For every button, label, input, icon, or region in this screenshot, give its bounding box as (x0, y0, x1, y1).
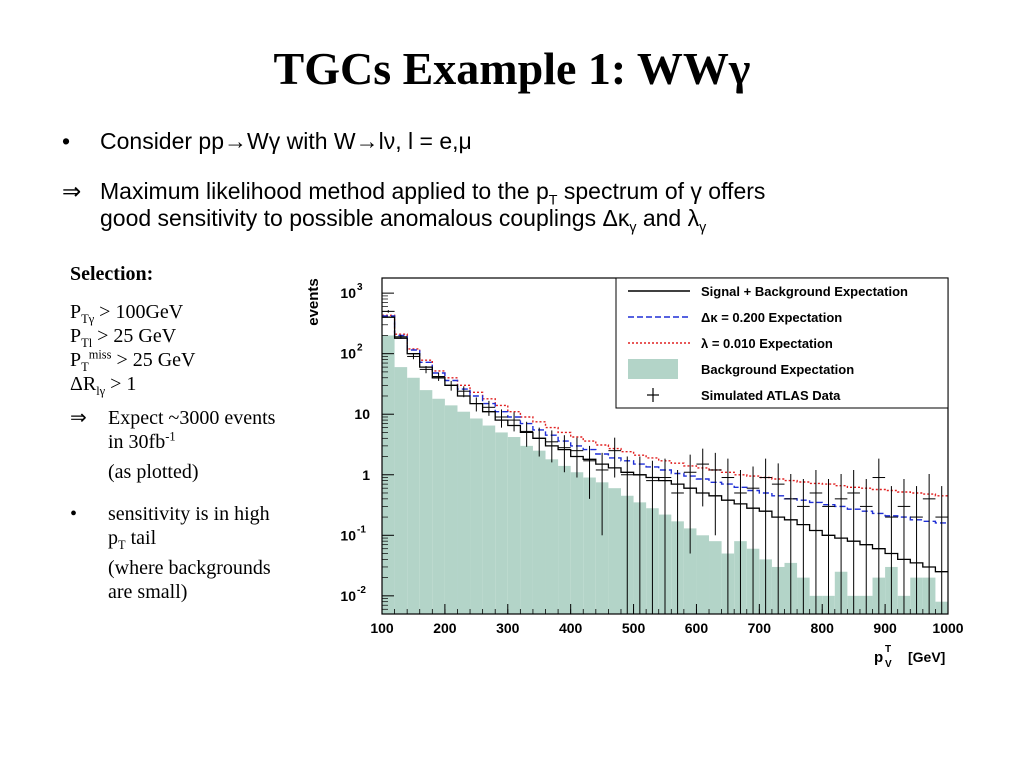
y-tick-label: 10 (354, 406, 370, 422)
x-axis-unit: [GeV] (908, 649, 945, 665)
backgrounds-note: (where backgrounds are small) (108, 557, 271, 603)
sensitivity-bullet: • sensitivity is in high pT tail (70, 503, 270, 552)
x-tick-label: 300 (496, 620, 520, 636)
x-tick-label: 200 (433, 620, 457, 636)
cut-pt-gamma: PTγ > 100GeV (70, 301, 184, 326)
background-bar (482, 425, 496, 614)
y-tick-label: 10 (340, 588, 356, 604)
x-axis-label-sup: T (885, 644, 891, 655)
background-bar (595, 482, 609, 614)
bullet-text: Consider pp→Wγ with W→lν, l = e,μ (100, 128, 472, 154)
legend-label: Simulated ATLAS Data (701, 388, 841, 403)
bullet-marker: • (62, 128, 71, 154)
y-tick-label: 10 (340, 285, 356, 301)
legend-label: Background Expectation (701, 362, 854, 377)
background-bar (495, 432, 508, 614)
cut-pt-miss: PTmiss > 25 GeV (70, 347, 196, 374)
y-tick-label: 10 (340, 346, 356, 362)
x-tick-label: 700 (748, 620, 772, 636)
cut-delta-r: ΔRlγ > 1 (70, 373, 137, 398)
y-tick-exponent: 3 (357, 282, 363, 293)
background-bar (470, 418, 483, 614)
background-bar (545, 459, 559, 614)
x-axis-label-sub: V (885, 659, 892, 670)
selection-panel: Selection: PTγ > 100GeV PTl > 25 GeV PTm… (70, 262, 332, 604)
background-bar (558, 465, 571, 614)
cut-pt-lepton: PTl > 25 GeV (70, 325, 177, 350)
y-tick-exponent: -2 (357, 585, 366, 596)
legend: Signal + Background Expectation Δκ = 0.20… (615, 277, 949, 409)
background-bar (608, 488, 621, 614)
legend-label: Δκ = 0.200 Expectation (701, 310, 842, 325)
y-axis-label: events (305, 278, 322, 326)
y-tick-exponent: 2 (357, 343, 363, 354)
background-bar (507, 437, 521, 614)
selection-heading: Selection: (70, 263, 154, 285)
background-bar (444, 405, 458, 614)
background-bar (570, 472, 584, 614)
x-tick-label: 600 (685, 620, 709, 636)
background-bar (683, 528, 697, 614)
background-bar (419, 390, 433, 614)
y-tick-label: 10 (340, 527, 356, 543)
slide-title: TGCs Example 1: WWγ (273, 43, 751, 94)
background-bar (520, 445, 533, 614)
data-points (382, 310, 948, 614)
background-bar (583, 477, 596, 614)
x-tick-label: 500 (622, 620, 646, 636)
x-tick-label: 800 (811, 620, 835, 636)
legend-label: Signal + Background Expectation (701, 284, 908, 299)
bullet-text: good sensitivity to possible anomalous c… (100, 205, 707, 236)
bullet-text: Maximum likelihood method applied to the… (100, 178, 766, 209)
as-plotted-note: (as plotted) (108, 461, 199, 483)
background-bar (432, 398, 445, 614)
x-axis-label: p (874, 649, 883, 666)
implies-marker: ⇒ (62, 178, 82, 204)
expect-events: ⇒ Expect ~3000 events in 30fb-1 (70, 407, 276, 453)
background-bar (407, 377, 420, 614)
background-bar (709, 541, 722, 614)
y-tick-exponent: -1 (357, 524, 366, 535)
legend-box (615, 277, 949, 409)
legend-swatch (628, 359, 678, 379)
background-bar (532, 450, 546, 614)
x-tick-label: 400 (559, 620, 583, 636)
background-bar (394, 367, 408, 614)
y-tick-label: 1 (362, 467, 370, 483)
background-bar (696, 535, 710, 614)
legend-label: λ = 0.010 Expectation (701, 336, 833, 351)
background-bar (457, 411, 471, 614)
x-tick-label: 1000 (932, 620, 963, 636)
x-tick-label: 100 (370, 620, 394, 636)
x-tick-label: 900 (873, 620, 897, 636)
